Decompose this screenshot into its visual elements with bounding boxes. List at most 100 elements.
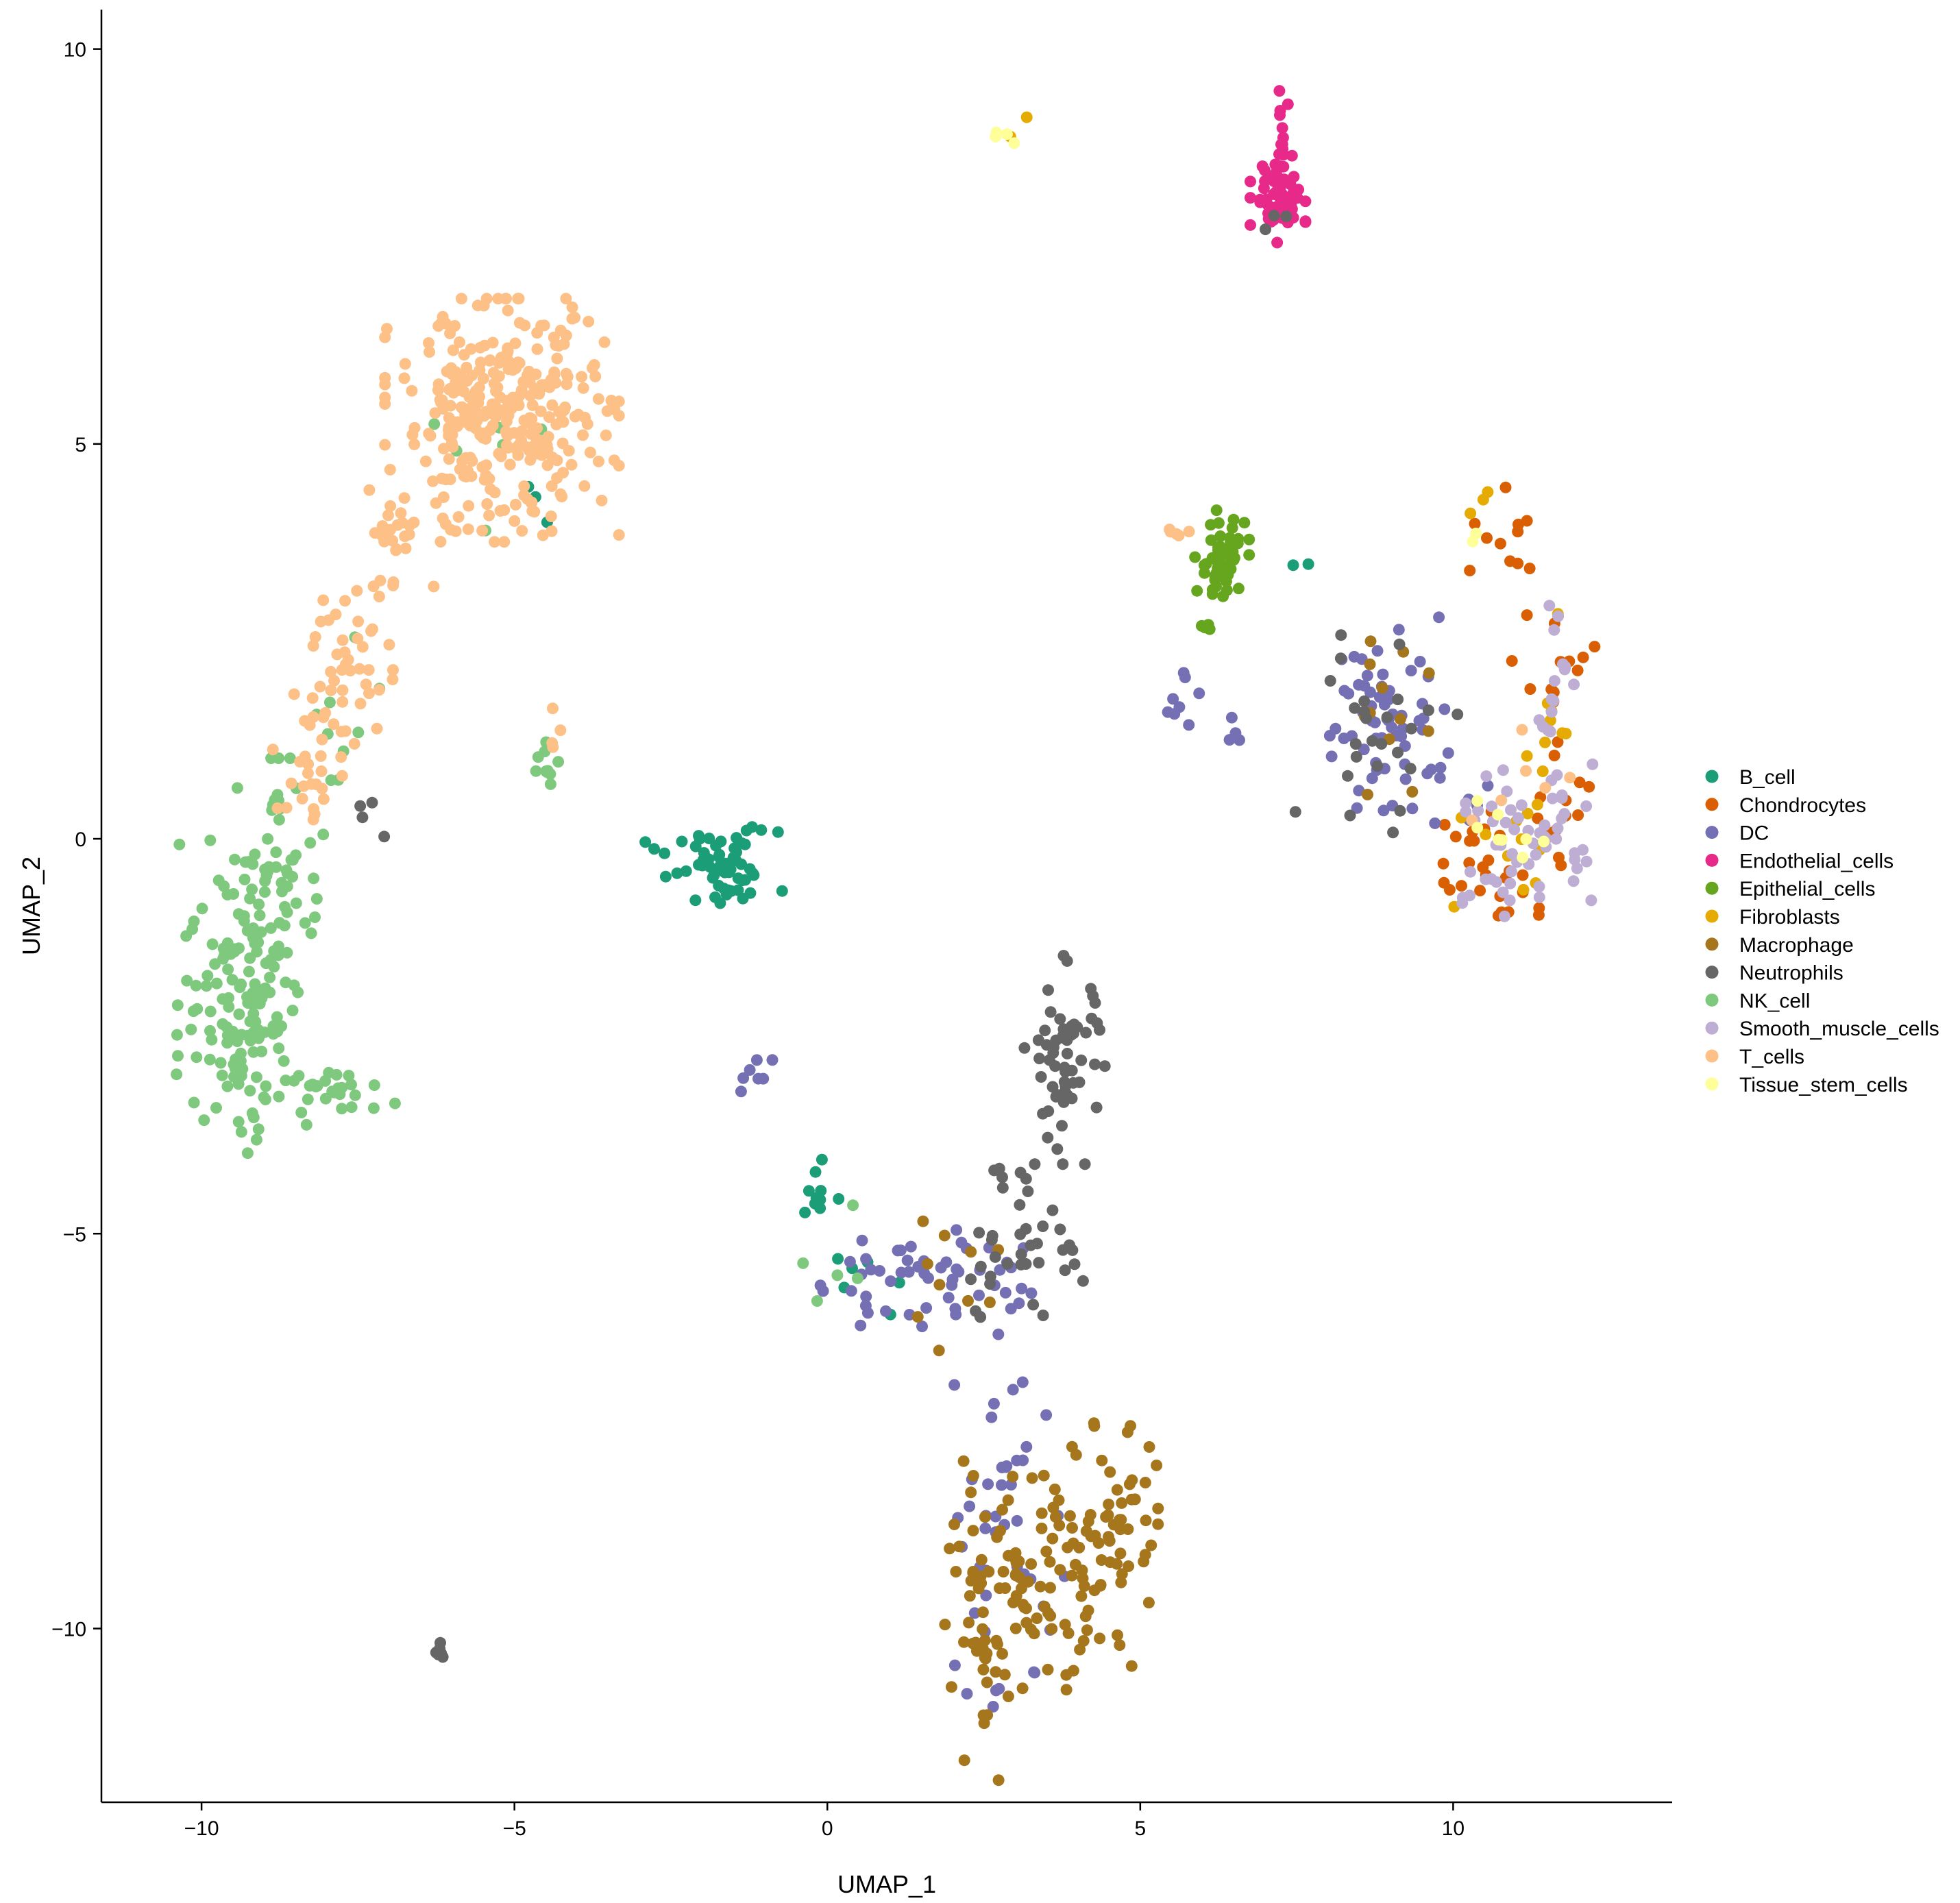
- point-nk-cell: [251, 946, 263, 958]
- point-nk-cell: [367, 1102, 380, 1114]
- point-t-cells: [596, 494, 608, 506]
- point-macrophage: [1044, 1610, 1057, 1622]
- point-macrophage: [1123, 1560, 1135, 1572]
- point-t-cells: [546, 525, 558, 537]
- point-nk-cell: [295, 1107, 308, 1118]
- point-t-cells: [494, 505, 506, 517]
- point-neutrophils: [1405, 722, 1417, 735]
- point-t-cells: [396, 517, 408, 529]
- point-nk-cell: [241, 924, 254, 937]
- point-dc: [1338, 733, 1350, 744]
- point-t-cells: [297, 780, 310, 792]
- point-nk-cell: [230, 1053, 242, 1066]
- point-t-cells: [371, 722, 383, 735]
- point-macrophage: [1066, 1569, 1078, 1582]
- point-dc: [1330, 722, 1342, 735]
- point-nk-cell: [210, 977, 223, 990]
- point-smooth-muscle-cells: [1508, 823, 1521, 835]
- point-neutrophils: [1059, 1264, 1071, 1277]
- point-dc: [1183, 719, 1195, 731]
- point-nk-cell: [191, 1003, 204, 1015]
- point-b-cell: [707, 872, 719, 884]
- point-nk-cell: [831, 1269, 844, 1281]
- point-macrophage: [977, 1663, 990, 1675]
- point-macrophage: [1406, 785, 1419, 798]
- point-t-cells: [452, 511, 465, 523]
- point-macrophage: [950, 1566, 962, 1577]
- point-t-cells: [1539, 782, 1552, 794]
- point-smooth-muscle-cells: [1542, 724, 1554, 737]
- point-nk-cell: [345, 1079, 357, 1091]
- point-b-cell: [676, 835, 688, 848]
- point-dc: [855, 1319, 867, 1331]
- point-dc: [922, 1272, 934, 1284]
- point-dc: [1405, 665, 1417, 677]
- point-t-cells: [373, 684, 385, 696]
- series-fibroblasts: [1004, 111, 1572, 913]
- point-dc: [817, 1285, 829, 1297]
- point-t-cells: [427, 475, 439, 487]
- legend-swatch: [1705, 993, 1719, 1007]
- point-nk-cell: [246, 1107, 258, 1119]
- point-neutrophils: [1075, 1054, 1088, 1066]
- point-dc: [885, 1275, 897, 1288]
- point-nk-cell: [847, 1199, 859, 1212]
- point-neutrophils: [1042, 984, 1054, 996]
- point-neutrophils: [1033, 1053, 1046, 1065]
- point-t-cells: [577, 382, 589, 394]
- point-b-cell: [714, 897, 726, 909]
- point-t-cells: [447, 344, 459, 356]
- point-neutrophils: [1044, 1006, 1057, 1018]
- legend-item-neutrophils: Neutrophils: [1705, 962, 1843, 985]
- point-t-cells: [509, 515, 521, 527]
- point-dc: [1353, 678, 1365, 691]
- point-epithelial-cells: [1210, 580, 1222, 593]
- point-epithelial-cells: [1232, 582, 1245, 595]
- point-tissue-stem-cells: [1520, 833, 1532, 846]
- point-dc: [1364, 686, 1376, 698]
- point-macrophage: [1036, 1522, 1048, 1534]
- point-b-cell: [755, 824, 768, 836]
- point-t-cells: [513, 317, 526, 329]
- points-layer: [171, 85, 1601, 1787]
- point-macrophage: [917, 1215, 929, 1227]
- point-t-cells: [419, 455, 432, 467]
- point-chondrocytes: [1482, 854, 1495, 866]
- point-neutrophils: [1054, 1013, 1066, 1025]
- point-dc: [987, 1701, 999, 1712]
- point-dc: [737, 1072, 750, 1084]
- point-t-cells: [360, 678, 372, 691]
- point-t-cells: [476, 524, 489, 537]
- series-epithelial-cells: [1189, 504, 1255, 635]
- point-nk-cell: [300, 1118, 313, 1131]
- point-chondrocytes: [1464, 565, 1476, 577]
- point-nk-cell: [206, 938, 219, 950]
- point-neutrophils: [1349, 702, 1361, 714]
- point-nk-cell: [268, 945, 280, 957]
- point-t-cells: [517, 376, 530, 388]
- point-nk-cell: [323, 696, 336, 709]
- point-endothelial-cells: [1245, 192, 1256, 204]
- point-b-cell: [1287, 559, 1299, 572]
- series-t-cells: [267, 293, 1576, 826]
- point-nk-cell: [264, 971, 276, 983]
- point-b-cell: [833, 1193, 845, 1205]
- point-nk-cell: [255, 926, 267, 938]
- legend-item-tissue-stem-cells: Tissue_stem_cells: [1705, 1074, 1908, 1096]
- point-macrophage: [996, 1647, 1008, 1660]
- point-b-cell: [815, 1185, 827, 1197]
- point-nk-cell: [188, 1096, 200, 1109]
- point-neutrophils: [1068, 1258, 1081, 1270]
- point-neutrophils: [965, 1273, 977, 1286]
- axes-layer: −10 −5 0 5 10 −10 −5 0 5 10 UMAP_1 UMAP_2: [17, 10, 1672, 1898]
- point-macrophage: [1112, 1629, 1123, 1641]
- point-t-cells: [491, 405, 503, 417]
- point-b-cell: [731, 846, 742, 859]
- point-endothelial-cells: [1287, 186, 1299, 199]
- legend-swatch: [1705, 881, 1719, 895]
- point-chondrocytes: [1548, 750, 1560, 761]
- point-chondrocytes: [1533, 902, 1545, 914]
- point-b-cell: [803, 1185, 815, 1197]
- point-t-cells: [280, 802, 293, 814]
